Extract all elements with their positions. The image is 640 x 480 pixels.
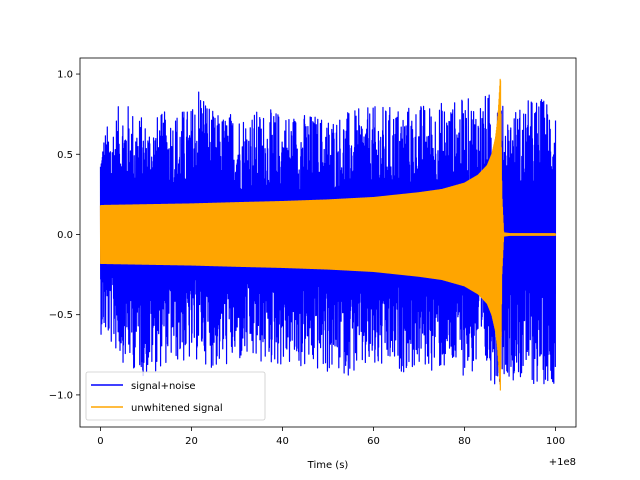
x-tick-label: 60	[367, 436, 380, 447]
x-tick-label: 20	[185, 436, 198, 447]
x-tick-label: 0	[97, 436, 103, 447]
y-axis: −1.0 −0.5 0.0 0.5 1.0	[49, 70, 80, 401]
x-tick-label: 80	[458, 436, 471, 447]
x-tick-label: 100	[546, 436, 565, 447]
legend-box	[85, 371, 266, 421]
x-tick-label: 40	[276, 436, 289, 447]
series-line-unwhitened-signal	[99, 78, 557, 391]
legend-label-signal-noise: signal+noise	[131, 381, 196, 392]
x-axis: 0 20 40 60 80 100	[97, 427, 565, 447]
series-line-signal-noise	[99, 91, 557, 385]
y-tick-label: 0.5	[57, 150, 73, 161]
y-tick-label: 0.0	[57, 230, 73, 241]
x-axis-label: Time (s)	[307, 460, 349, 471]
y-tick-label: 1.0	[57, 70, 73, 81]
legend: signal+noise unwhitened signal	[85, 371, 266, 421]
x-offset-label: +1e8	[549, 457, 576, 468]
y-tick-label: −1.0	[49, 390, 73, 401]
plot-frame	[79, 57, 577, 428]
y-tick-label: −0.5	[49, 310, 73, 321]
legend-label-unwhitened-signal: unwhitened signal	[131, 403, 223, 414]
series-layer	[99, 78, 557, 391]
plot-area	[80, 58, 576, 427]
